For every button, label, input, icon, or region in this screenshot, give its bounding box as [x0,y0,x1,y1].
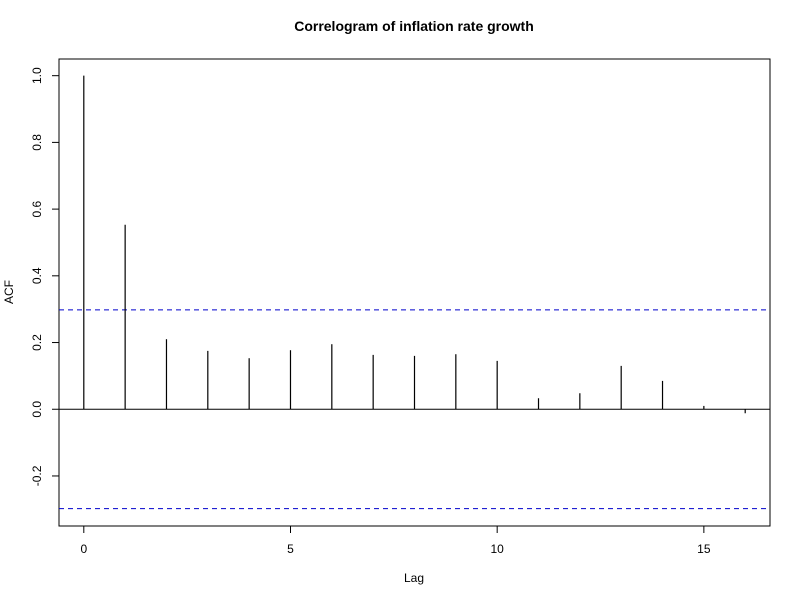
plot-frame [58,58,771,527]
x-tick-label: 15 [697,542,711,556]
y-tick-label: 0.8 [30,134,44,151]
x-tick-label: 0 [80,542,87,556]
y-tick-label: -0.2 [30,465,44,486]
y-tick-label: 0.2 [30,334,44,351]
y-tick-label: 1.0 [30,67,44,84]
chart-marks: 0 5 10 15 -0.2 0.0 0.2 0.4 0.6 0.8 1.0 [30,67,770,556]
y-tick-label: 0.6 [30,200,44,217]
y-tick-label: 0.0 [30,401,44,418]
x-tick-label: 10 [490,542,504,556]
x-tick-label: 5 [287,542,294,556]
chart-title: Correlogram of inflation rate growth [294,18,534,34]
x-axis-label: Lag [404,571,424,585]
y-axis-label: ACF [2,280,16,304]
y-tick-label: 0.4 [30,267,44,284]
